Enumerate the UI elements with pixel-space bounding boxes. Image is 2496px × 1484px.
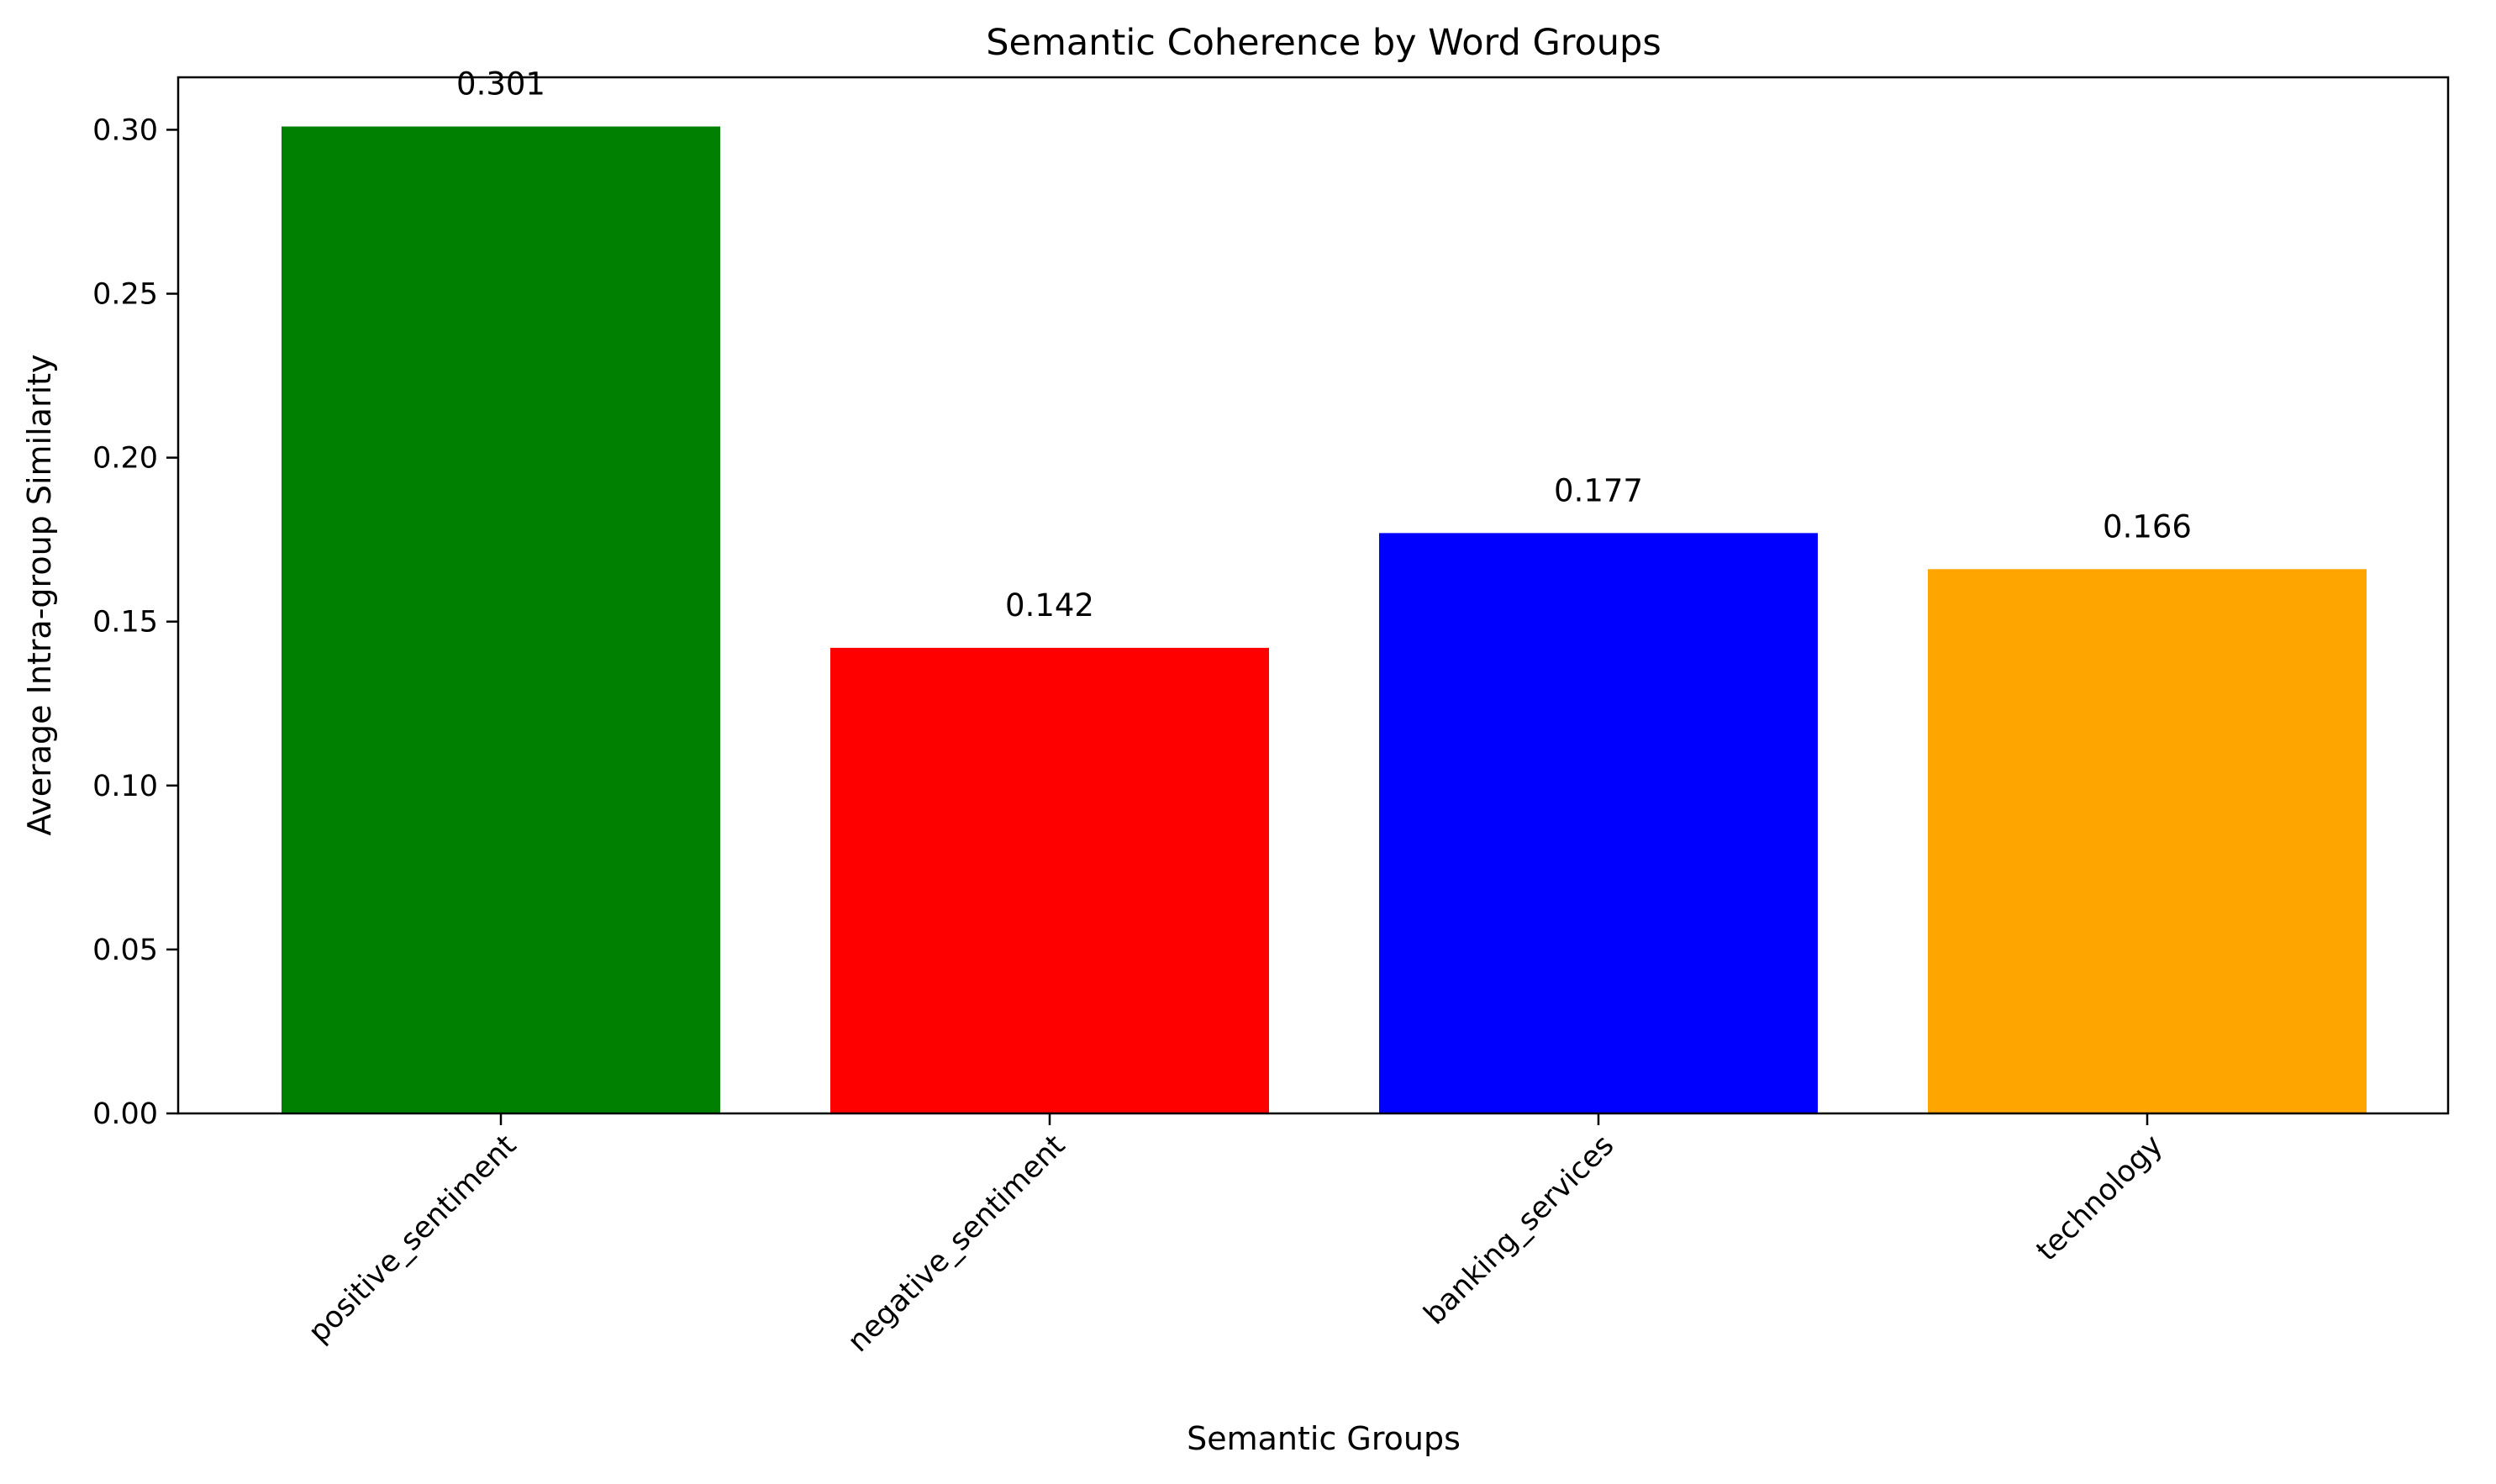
y-tick-label: 0.10 bbox=[92, 770, 158, 803]
data-label: 0.142 bbox=[1005, 587, 1094, 624]
data-label: 0.301 bbox=[456, 66, 545, 103]
bars-group bbox=[282, 126, 2367, 1114]
y-tick-label: 0.00 bbox=[92, 1097, 158, 1131]
y-tick-label: 0.30 bbox=[92, 113, 158, 147]
data-labels-group: 0.301 0.142 0.177 0.166 bbox=[456, 66, 2192, 624]
plot-frame bbox=[176, 76, 2450, 1115]
y-axis-label: Average Intra-group Similarity bbox=[21, 354, 58, 835]
bar-technology bbox=[1928, 569, 2367, 1113]
y-axis-ticks: 0.00 0.05 0.10 0.15 0.20 0.25 0.30 bbox=[92, 113, 178, 1131]
chart-title: Semantic Coherence by Word Groups bbox=[986, 22, 1661, 64]
bar-positive-sentiment bbox=[282, 126, 720, 1114]
data-label: 0.177 bbox=[1554, 472, 1643, 508]
bar-negative-sentiment bbox=[830, 647, 1269, 1113]
y-tick-label: 0.20 bbox=[92, 442, 158, 476]
data-label: 0.166 bbox=[2103, 508, 2192, 545]
bar-banking-services bbox=[1379, 533, 1818, 1113]
x-axis-label: Semantic Groups bbox=[1187, 1420, 1461, 1457]
y-tick-label: 0.25 bbox=[92, 278, 158, 312]
y-tick-label: 0.15 bbox=[92, 606, 158, 639]
y-tick-label: 0.05 bbox=[92, 934, 158, 967]
